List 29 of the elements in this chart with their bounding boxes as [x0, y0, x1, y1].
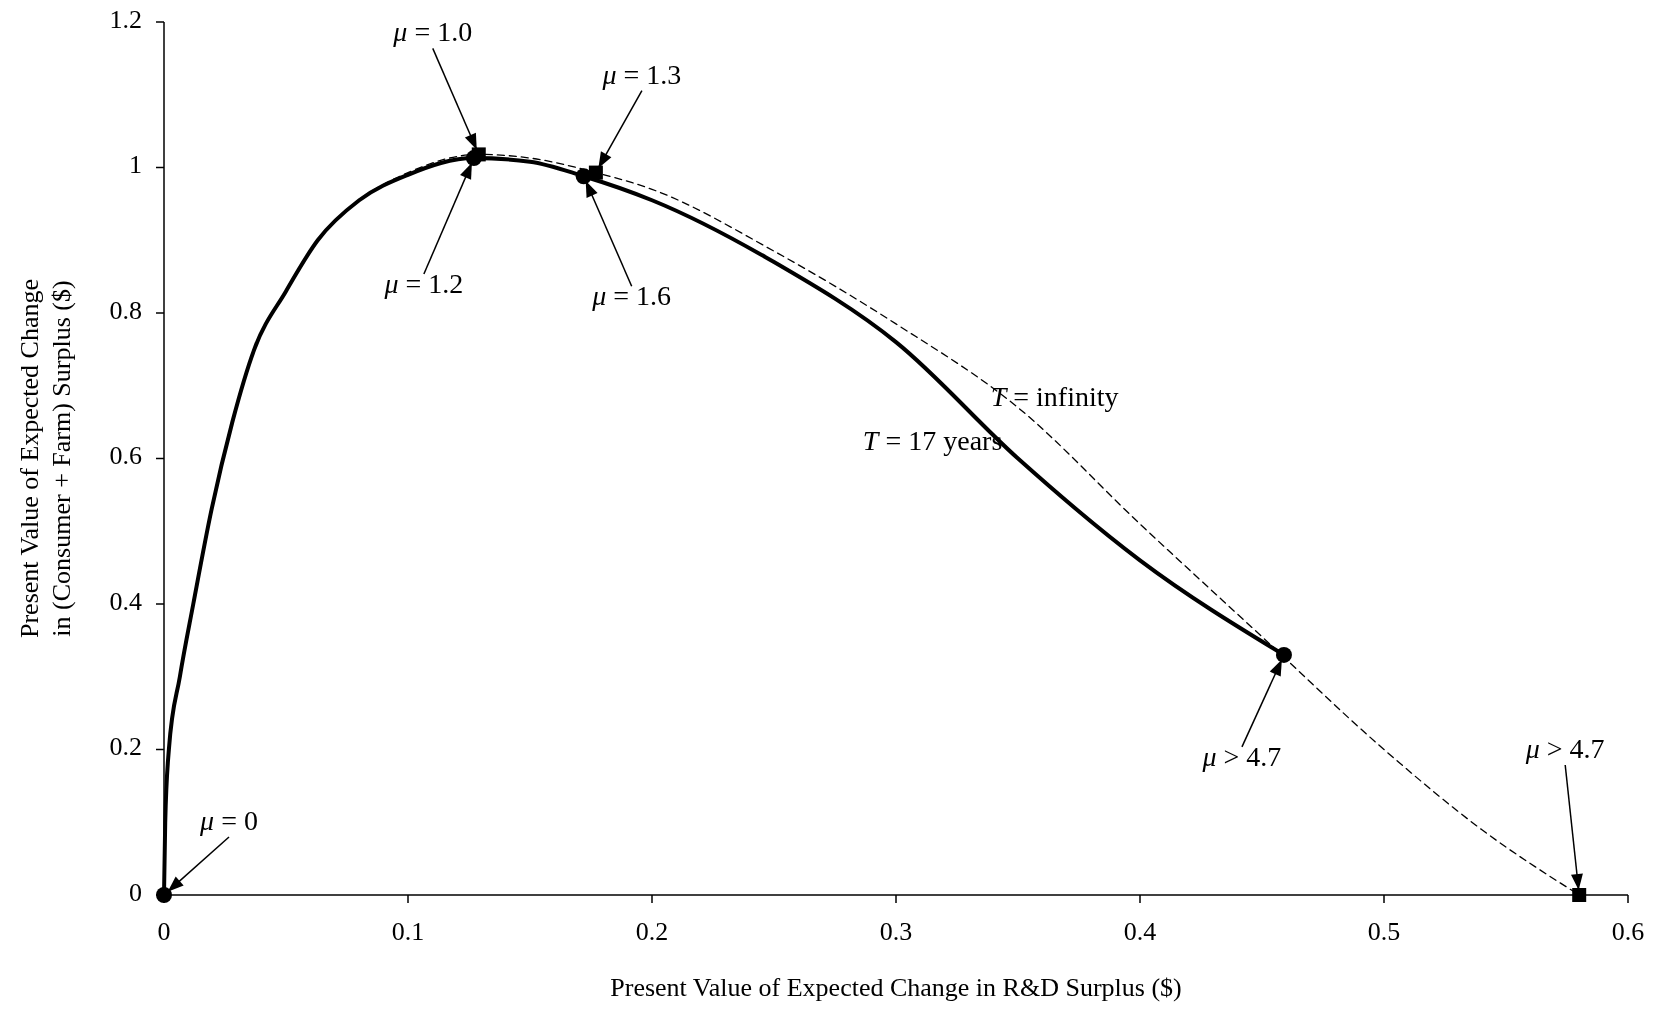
- y-tick-label: 0.8: [109, 295, 142, 325]
- annotation: μ = 1.2: [383, 268, 464, 300]
- x-tick-label: 0.2: [635, 917, 669, 946]
- x-tick-label: 0.1: [391, 917, 425, 946]
- y-tick-label: 0.4: [109, 586, 142, 616]
- x-tick-label: 0.6: [1611, 917, 1645, 946]
- annotation: μ > 4.7: [1201, 741, 1282, 773]
- series-label: T = infinity: [990, 381, 1119, 413]
- annotation: μ = 0: [199, 805, 258, 837]
- y-axis-title: Present Value of Expected Change in (Consumer + Farm) Surplus ($): [15, 278, 76, 639]
- point: [1572, 888, 1587, 902]
- point: [471, 147, 486, 162]
- y-tick-label: 1.2: [109, 4, 142, 34]
- point: [1275, 646, 1292, 663]
- series-label: T = 17 years: [862, 425, 1003, 457]
- point: [588, 165, 603, 180]
- y-tick-label: 0.6: [109, 441, 142, 471]
- x-tick-label: 0.4: [1123, 917, 1157, 946]
- x-tick-label: 0: [157, 917, 171, 946]
- y-tick-label: 0.2: [109, 732, 142, 762]
- annotation: μ = 1.0: [392, 16, 473, 48]
- y-tick-label: 1: [129, 150, 142, 180]
- x-tick-label: 0.5: [1367, 917, 1401, 946]
- y-tick-label: 0: [129, 877, 142, 907]
- annotation: μ > 4.7: [1524, 733, 1605, 765]
- x-tick-label: 0.3: [879, 917, 913, 946]
- annotation: μ = 1.6: [591, 280, 672, 312]
- annotation: μ = 1.3: [601, 59, 682, 91]
- x-axis-title: Present Value of Expected Change in R&D Surplus ($): [610, 973, 1182, 1002]
